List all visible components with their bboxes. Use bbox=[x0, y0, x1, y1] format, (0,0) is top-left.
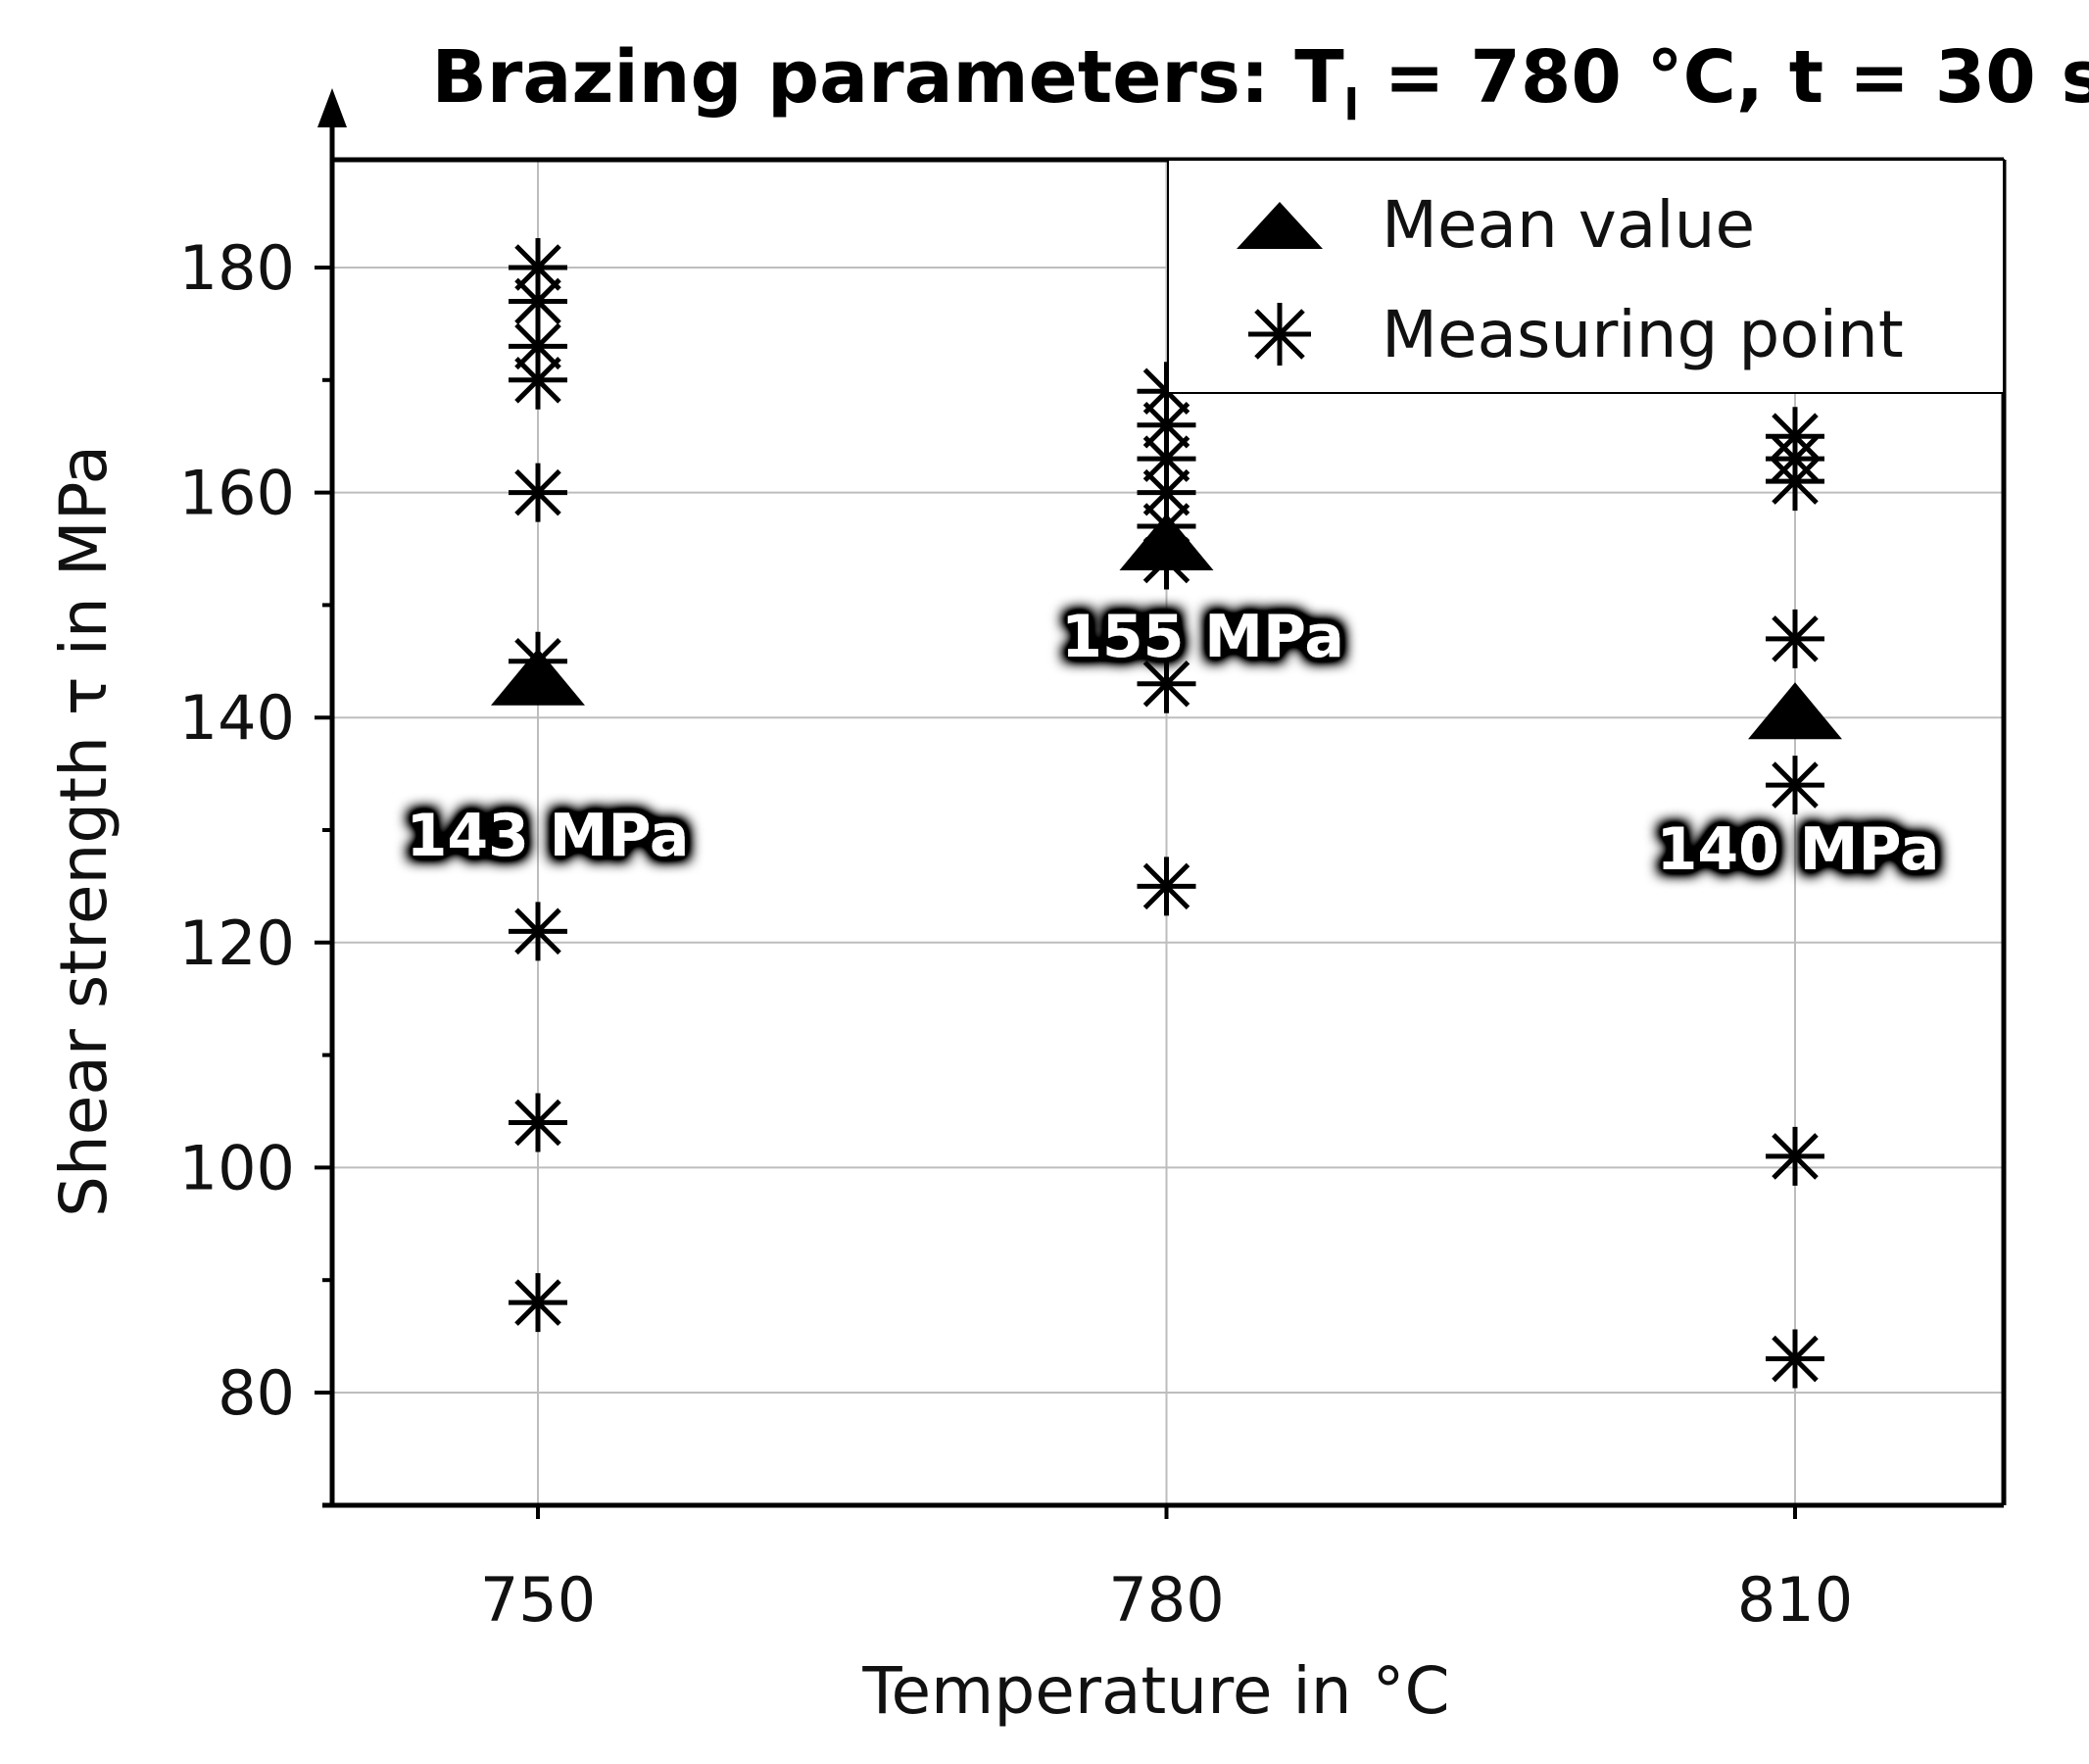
measuring-point-marker bbox=[1766, 1329, 1824, 1389]
measuring-point-marker bbox=[509, 902, 567, 961]
y-tick-label: 100 bbox=[179, 1132, 295, 1203]
mean-value-marker bbox=[1748, 682, 1842, 740]
chart-title-suffix: = 780 °C, t = 30 s bbox=[1359, 35, 2089, 120]
mean-value-marker bbox=[491, 648, 585, 706]
legend-mean-label: Mean value bbox=[1382, 187, 1755, 263]
measuring-point-marker bbox=[1137, 857, 1196, 916]
legend-asterisk-icon bbox=[1248, 303, 1311, 366]
measuring-point-marker bbox=[1766, 1126, 1824, 1186]
measuring-point-marker bbox=[509, 350, 567, 410]
measuring-point-marker bbox=[509, 1093, 567, 1152]
y-axis-arrow bbox=[317, 88, 347, 127]
mean-value-annotation: 155 MPa bbox=[1061, 603, 1344, 671]
y-tick-label: 120 bbox=[179, 907, 295, 979]
y-tick-label: 140 bbox=[179, 682, 295, 754]
legend: Mean value Measuring point bbox=[1167, 159, 2005, 394]
y-axis-label: Shear strength τ in MPa bbox=[46, 445, 121, 1217]
y-tick-label: 80 bbox=[218, 1357, 295, 1429]
y-tick-label: 160 bbox=[179, 458, 295, 529]
x-tick-label: 750 bbox=[480, 1564, 596, 1636]
measuring-point-marker bbox=[1766, 452, 1824, 512]
data-points bbox=[491, 238, 1842, 1389]
measuring-point-marker bbox=[509, 463, 567, 522]
measuring-point-marker bbox=[1766, 609, 1824, 668]
measuring-point-marker bbox=[1137, 654, 1196, 713]
chart-title: Brazing parameters: Tl = 780 °C, t = 30 … bbox=[432, 35, 2089, 130]
measuring-point-marker bbox=[1766, 756, 1824, 815]
legend-measuring-label: Measuring point bbox=[1382, 297, 1904, 372]
legend-box bbox=[1167, 159, 2005, 394]
legend-mean-triangle-icon bbox=[1237, 202, 1323, 249]
mean-value-marker bbox=[1119, 514, 1214, 571]
x-tick-label: 810 bbox=[1737, 1564, 1853, 1636]
mean-value-annotation: 143 MPa bbox=[407, 802, 690, 870]
mean-value-annotation: 140 MPa bbox=[1657, 815, 1940, 884]
annotations: 143 MPa 155 MPa 140 MPa bbox=[407, 603, 1940, 884]
chart-title-subscript: l bbox=[1344, 80, 1359, 130]
measuring-point-marker bbox=[509, 271, 567, 331]
y-tick-label: 180 bbox=[179, 232, 295, 304]
measuring-point-marker bbox=[509, 238, 567, 297]
ticks: 750 780 810 80 100 120 140 160 180 bbox=[179, 232, 1854, 1636]
chart-title-prefix: Brazing parameters: T bbox=[432, 35, 1345, 120]
x-axis-label: Temperature in °C bbox=[861, 1653, 1449, 1729]
x-tick-label: 780 bbox=[1108, 1564, 1224, 1636]
measuring-point-marker bbox=[509, 1273, 567, 1333]
